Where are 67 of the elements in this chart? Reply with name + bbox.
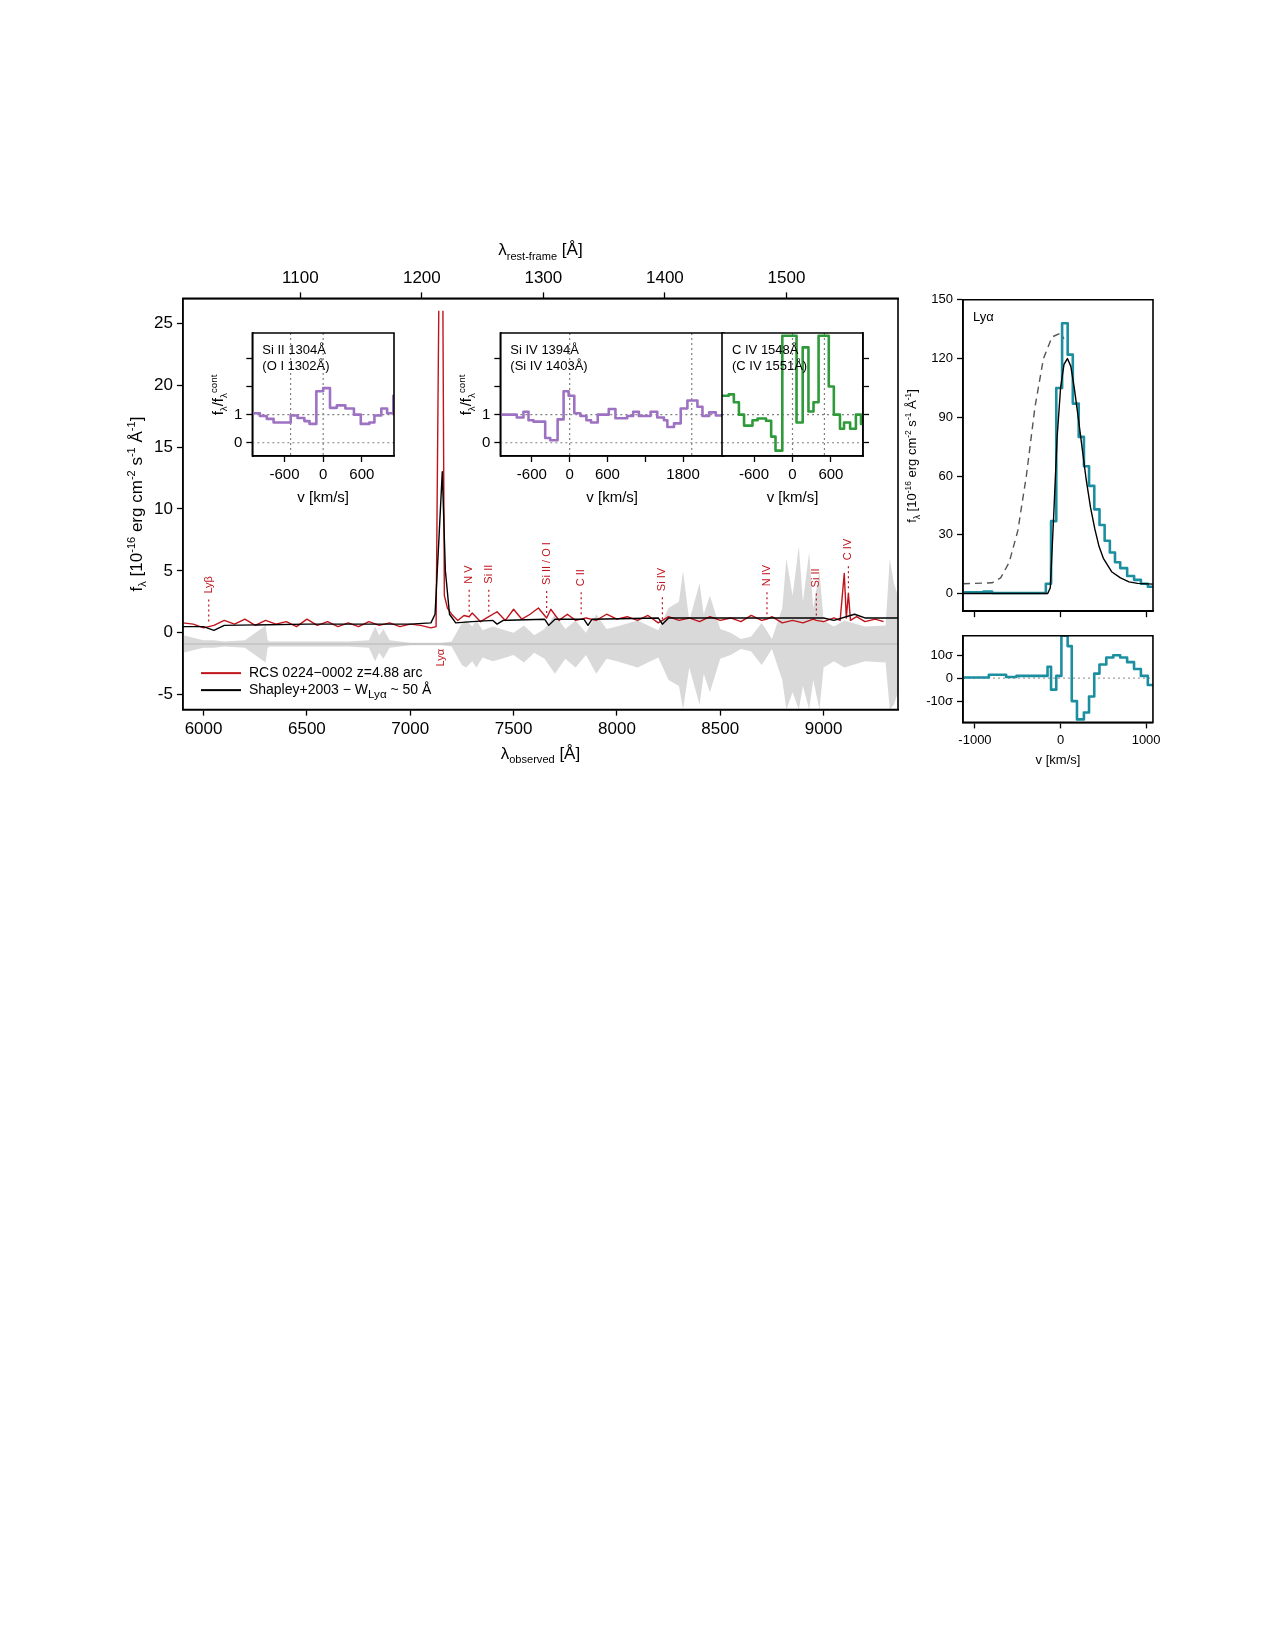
x-tick-label: 1800 xyxy=(666,465,700,483)
x2-tick-label: 1300 xyxy=(524,267,563,287)
x-tick-label: 0 xyxy=(319,465,328,483)
x2-axis-title: λ$_{rest-frame}$ [Å] xyxy=(498,240,583,262)
annotation: C II xyxy=(574,569,587,587)
line-series xyxy=(963,332,1065,585)
x-tick-label: 6500 xyxy=(288,719,326,739)
x-tick-label: 7000 xyxy=(391,719,430,739)
y-tick-label: 20 xyxy=(153,374,173,394)
y-tick-label: 60 xyxy=(938,467,953,483)
x2-tick-label: 1500 xyxy=(767,267,806,287)
x-tick-label: 1000 xyxy=(1131,731,1161,747)
y-tick-label: 10 xyxy=(153,498,173,518)
x-tick-label: 0 xyxy=(565,465,574,483)
annotation: Si IV 1394Å xyxy=(510,342,579,358)
y-tick-label: 1 xyxy=(482,404,491,422)
annotation: Si II xyxy=(809,568,822,588)
y-tick-label: 25 xyxy=(153,312,173,332)
y-tick-label: 0 xyxy=(945,585,953,601)
x2-tick-label: 1100 xyxy=(282,267,319,287)
x-tick-label: -600 xyxy=(739,465,770,483)
x-tick-label: 9000 xyxy=(804,719,843,739)
x-tick-label: -600 xyxy=(269,465,300,483)
y-tick-label: 1 xyxy=(234,404,243,422)
y-tick-label: -10σ xyxy=(926,692,953,708)
x-axis-title: v [km/s] xyxy=(1035,752,1081,768)
x-tick-label: 600 xyxy=(349,465,375,483)
x-tick-label: 6000 xyxy=(184,719,223,739)
legend-label: Shapley+2003 − W$_{Lyα}$ ~ 50 Å xyxy=(248,681,432,701)
annotation: Lyα xyxy=(973,308,994,325)
x-tick-label: -1000 xyxy=(958,731,992,747)
annotation: N IV xyxy=(760,564,772,587)
y-tick-label: 0 xyxy=(163,622,173,642)
y-tick-label: 90 xyxy=(938,408,953,424)
x-tick-label: 8500 xyxy=(701,719,740,739)
x-axis-title: λ$_{observed}$ [Å] xyxy=(500,744,581,766)
y-tick-label: -5 xyxy=(157,684,173,704)
x-axis-title: v [km/s] xyxy=(586,488,638,506)
y-tick-label: 0 xyxy=(945,669,953,685)
annotation: Lyα xyxy=(434,648,447,667)
y-tick-label: 30 xyxy=(938,526,953,542)
legend-label: RCS 0224−0002 z=4.88 arc xyxy=(248,663,423,680)
y-tick-label: 10σ xyxy=(930,646,953,662)
x-tick-label: 600 xyxy=(818,465,844,483)
x-axis-title: v [km/s] xyxy=(766,488,819,506)
x-tick-label: -600 xyxy=(516,465,547,483)
y-tick-label: 15 xyxy=(153,436,173,456)
annotation: N V xyxy=(462,564,475,584)
annotation: Si II 1304Å xyxy=(262,342,326,358)
annotation: Si II xyxy=(481,564,494,584)
x2-tick-label: 1200 xyxy=(402,267,441,287)
x2-tick-label: 1400 xyxy=(645,267,684,287)
x-tick-label: 8000 xyxy=(598,719,636,739)
y-tick-label: 120 xyxy=(931,350,953,366)
x-tick-label: 600 xyxy=(594,465,620,483)
y-tick-label: 150 xyxy=(931,291,953,307)
annotation: C IV xyxy=(841,538,854,561)
y-tick-label: 5 xyxy=(163,560,173,580)
annotation: (Si IV 1403Å) xyxy=(510,358,588,374)
x-tick-label: 0 xyxy=(788,465,797,483)
annotation: Lyβ xyxy=(201,576,214,594)
x-tick-label: 7500 xyxy=(494,719,533,739)
annotation: Si II / O I xyxy=(539,542,552,585)
x-axis-title: v [km/s] xyxy=(297,488,349,506)
x-tick-label: 0 xyxy=(1056,731,1065,747)
annotation: Si IV xyxy=(655,567,668,592)
annotation: (O I 1302Å) xyxy=(262,358,330,374)
